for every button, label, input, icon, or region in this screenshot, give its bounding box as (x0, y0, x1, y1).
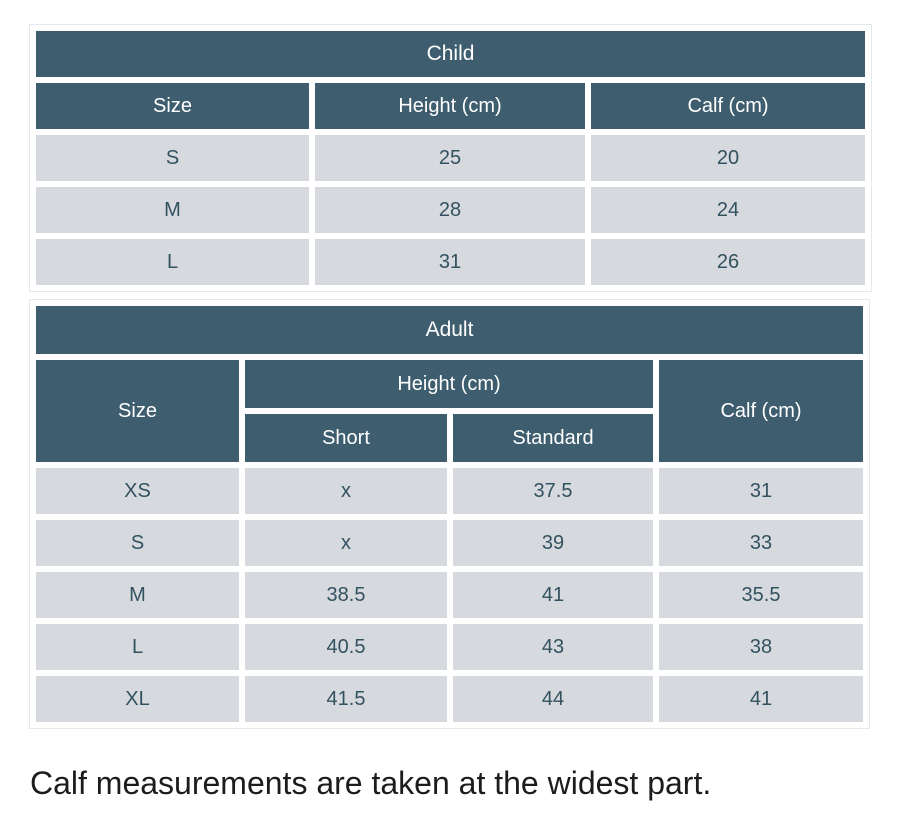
table-row: XL 41.5 44 41 (36, 676, 863, 722)
adult-standard-cell: 43 (453, 624, 653, 670)
table-row: L 40.5 43 38 (36, 624, 863, 670)
adult-standard-cell: 41 (453, 572, 653, 618)
adult-size-cell: XL (36, 676, 239, 722)
adult-header-row-sub: Short Standard (36, 414, 863, 462)
adult-size-cell: XS (36, 468, 239, 514)
adult-short-cell: 40.5 (245, 624, 447, 670)
adult-short-cell: x (245, 520, 447, 566)
table-row: M 38.5 41 35.5 (36, 572, 863, 618)
child-size-cell: M (36, 187, 309, 233)
child-calf-cell: 20 (591, 135, 865, 181)
adult-standard-cell: 44 (453, 676, 653, 722)
child-calf-cell: 24 (591, 187, 865, 233)
table-row: L 31 26 (36, 239, 865, 285)
adult-size-cell: S (36, 520, 239, 566)
adult-col-header-size: Size (36, 360, 239, 462)
adult-size-table: Adult Size Height (cm) Calf (cm) Short S… (29, 299, 870, 729)
adult-standard-cell: 39 (453, 520, 653, 566)
child-col-header-calf: Calf (cm) (591, 83, 865, 129)
adult-calf-cell: 35.5 (659, 572, 863, 618)
adult-header-row-top: Size Height (cm) Calf (cm) (36, 360, 863, 462)
child-header-row: Size Height (cm) Calf (cm) (36, 83, 865, 129)
table-row: S 25 20 (36, 135, 865, 181)
adult-short-cell: x (245, 468, 447, 514)
calf-measurement-note: Calf measurements are taken at the wides… (30, 765, 712, 801)
adult-calf-cell: 31 (659, 468, 863, 514)
child-height-cell: 28 (315, 187, 585, 233)
child-height-cell: 25 (315, 135, 585, 181)
adult-size-cell: M (36, 572, 239, 618)
adult-col-header-height-group: Height (cm) (245, 360, 653, 408)
adult-calf-cell: 38 (659, 624, 863, 670)
child-size-cell: L (36, 239, 309, 285)
child-col-header-height: Height (cm) (315, 83, 585, 129)
child-height-cell: 31 (315, 239, 585, 285)
adult-short-cell: 41.5 (245, 676, 447, 722)
adult-col-header-calf: Calf (cm) (659, 360, 863, 462)
child-title-row: Child (36, 31, 865, 77)
adult-title-row: Adult (36, 306, 863, 354)
adult-calf-cell: 33 (659, 520, 863, 566)
child-calf-cell: 26 (591, 239, 865, 285)
child-size-table: Child Size Height (cm) Calf (cm) S 25 20… (29, 24, 872, 292)
adult-col-header-short: Short (245, 414, 447, 462)
table-row: XS x 37.5 31 (36, 468, 863, 514)
adult-size-cell: L (36, 624, 239, 670)
child-table-title: Child (36, 31, 865, 77)
adult-col-header-standard: Standard (453, 414, 653, 462)
adult-short-cell: 38.5 (245, 572, 447, 618)
adult-standard-cell: 37.5 (453, 468, 653, 514)
child-col-header-size: Size (36, 83, 309, 129)
adult-table-title: Adult (36, 306, 863, 354)
table-row: M 28 24 (36, 187, 865, 233)
table-row: S x 39 33 (36, 520, 863, 566)
size-chart-page: Child Size Height (cm) Calf (cm) S 25 20… (29, 24, 872, 801)
adult-calf-cell: 41 (659, 676, 863, 722)
child-size-cell: S (36, 135, 309, 181)
